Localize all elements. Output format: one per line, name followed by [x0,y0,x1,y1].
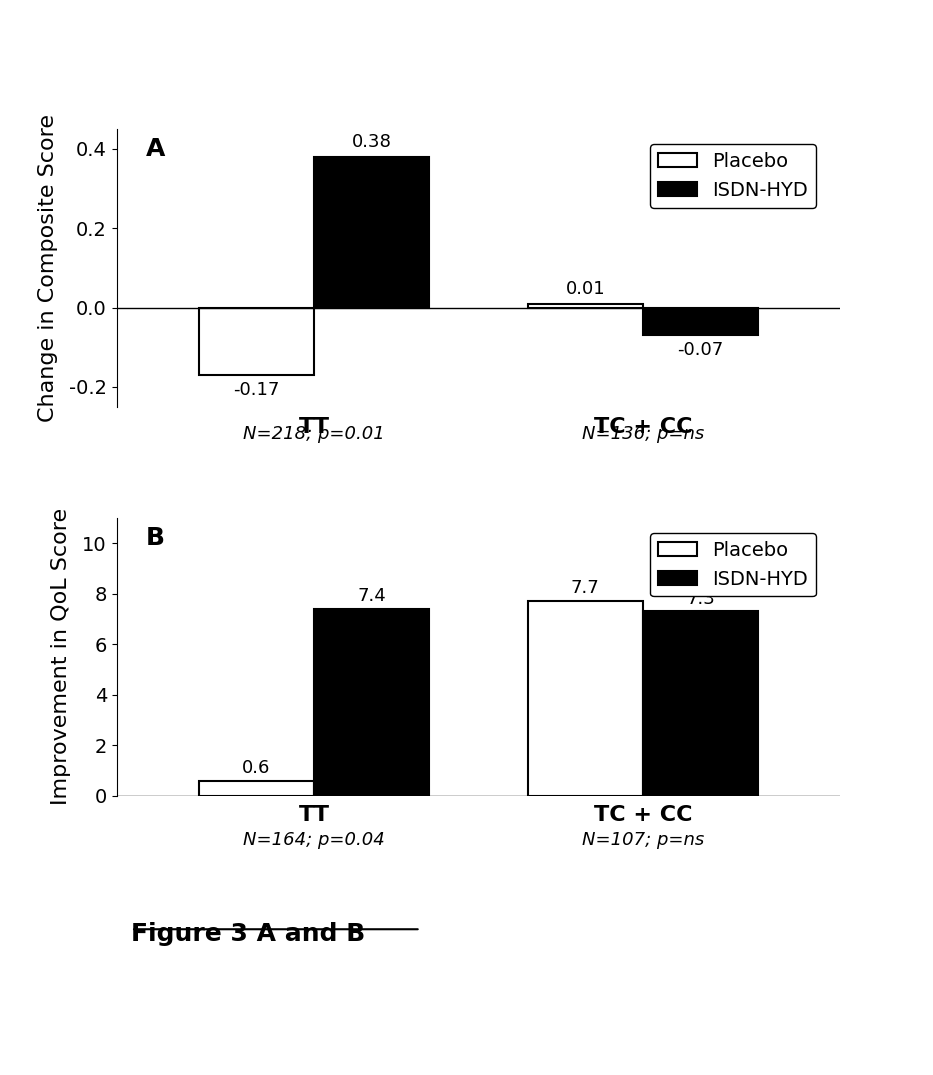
Legend: Placebo, ISDN-HYD: Placebo, ISDN-HYD [650,533,815,597]
Bar [527,303,643,307]
Text: N=164; p=0.04: N=164; p=0.04 [243,831,384,849]
Bar [527,601,643,796]
Bar [199,307,313,375]
Text: 0.6: 0.6 [243,759,271,777]
Bar [313,157,429,307]
Text: 7.4: 7.4 [357,587,385,605]
Bar [643,307,758,335]
Text: B: B [146,526,164,550]
Y-axis label: Change in Composite Score: Change in Composite Score [38,114,58,421]
Text: N=218; p=0.01: N=218; p=0.01 [243,425,384,443]
Text: -0.07: -0.07 [677,342,723,359]
Text: N=107; p=ns: N=107; p=ns [581,831,703,849]
Text: 7.3: 7.3 [686,589,715,607]
Text: A: A [146,138,165,161]
Text: 7.7: 7.7 [571,579,599,598]
Bar [643,612,758,796]
Bar [199,780,313,796]
Text: Figure 3 A and B: Figure 3 A and B [131,921,365,946]
Text: 0.01: 0.01 [565,280,605,298]
Text: 0.38: 0.38 [352,133,391,151]
Y-axis label: Improvement in QoL Score: Improvement in QoL Score [51,508,71,805]
Text: N=136; p=ns: N=136; p=ns [581,425,703,443]
Legend: Placebo, ISDN-HYD: Placebo, ISDN-HYD [650,144,815,207]
Bar [313,608,429,796]
Text: -0.17: -0.17 [233,381,280,399]
